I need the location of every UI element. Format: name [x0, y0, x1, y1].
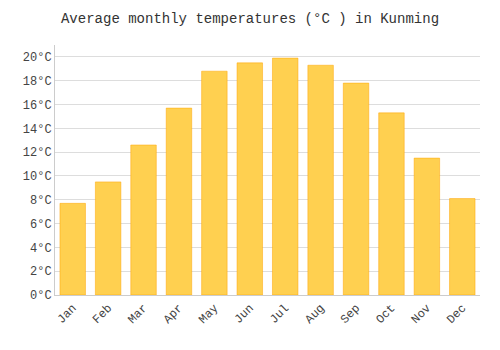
svg-text:20°C: 20°C — [23, 51, 52, 65]
svg-text:Dec: Dec — [444, 302, 469, 327]
svg-text:16°C: 16°C — [23, 99, 52, 113]
svg-text:Apr: Apr — [161, 302, 186, 327]
svg-text:8°C: 8°C — [30, 194, 52, 208]
svg-text:Oct: Oct — [373, 302, 398, 327]
svg-text:Jul: Jul — [267, 302, 292, 327]
svg-text:18°C: 18°C — [23, 75, 52, 89]
svg-text:Feb: Feb — [90, 302, 115, 327]
svg-text:Nov: Nov — [409, 302, 434, 327]
svg-text:Jan: Jan — [55, 302, 80, 327]
svg-text:10°C: 10°C — [23, 170, 52, 184]
svg-text:4°C: 4°C — [30, 242, 52, 256]
svg-text:May: May — [196, 302, 221, 327]
svg-text:0°C: 0°C — [30, 289, 52, 303]
svg-text:6°C: 6°C — [30, 218, 52, 232]
svg-text:Average monthly temperatures (: Average monthly temperatures (°C ) in Ku… — [61, 11, 439, 27]
svg-text:Jun: Jun — [232, 302, 257, 327]
svg-text:Aug: Aug — [303, 302, 328, 327]
svg-text:12°C: 12°C — [23, 146, 52, 160]
svg-text:Sep: Sep — [338, 302, 363, 327]
svg-text:Mar: Mar — [125, 302, 150, 327]
svg-text:2°C: 2°C — [30, 265, 52, 279]
svg-text:14°C: 14°C — [23, 123, 52, 137]
